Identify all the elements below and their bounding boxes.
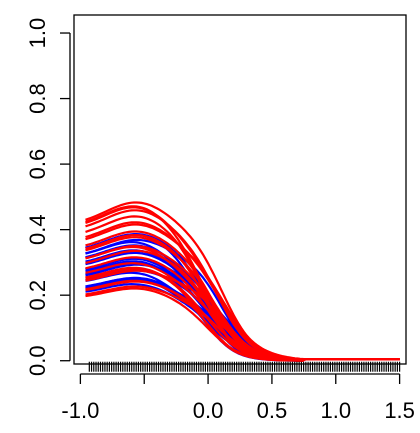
x-axis: -1.0 0.0 0.5 1.0 1.5 xyxy=(61,373,415,423)
y-tick-label: 1.0 xyxy=(25,18,50,49)
red-series-line-13 xyxy=(85,236,400,362)
y-tick-label: 0.0 xyxy=(25,345,50,376)
series-layer xyxy=(85,201,400,362)
x-tick-label: 1.0 xyxy=(320,398,351,423)
x-tick-label: -1.0 xyxy=(61,398,99,423)
x-tick-label: 0.0 xyxy=(193,398,224,423)
red-series-line-22 xyxy=(85,201,400,361)
plot-frame xyxy=(73,14,407,365)
y-axis: 0.0 0.2 0.4 0.6 0.8 1.0 xyxy=(25,18,71,376)
plot-area xyxy=(73,14,407,365)
y-tick-label: 0.4 xyxy=(25,214,50,245)
x-tick-label: 0.5 xyxy=(257,398,288,423)
y-tick-label: 0.6 xyxy=(25,149,50,180)
x-tick-label: 1.5 xyxy=(384,398,415,423)
y-tick-label: 0.2 xyxy=(25,280,50,311)
rug-layer xyxy=(88,361,401,372)
y-tick-label: 0.8 xyxy=(25,83,50,114)
